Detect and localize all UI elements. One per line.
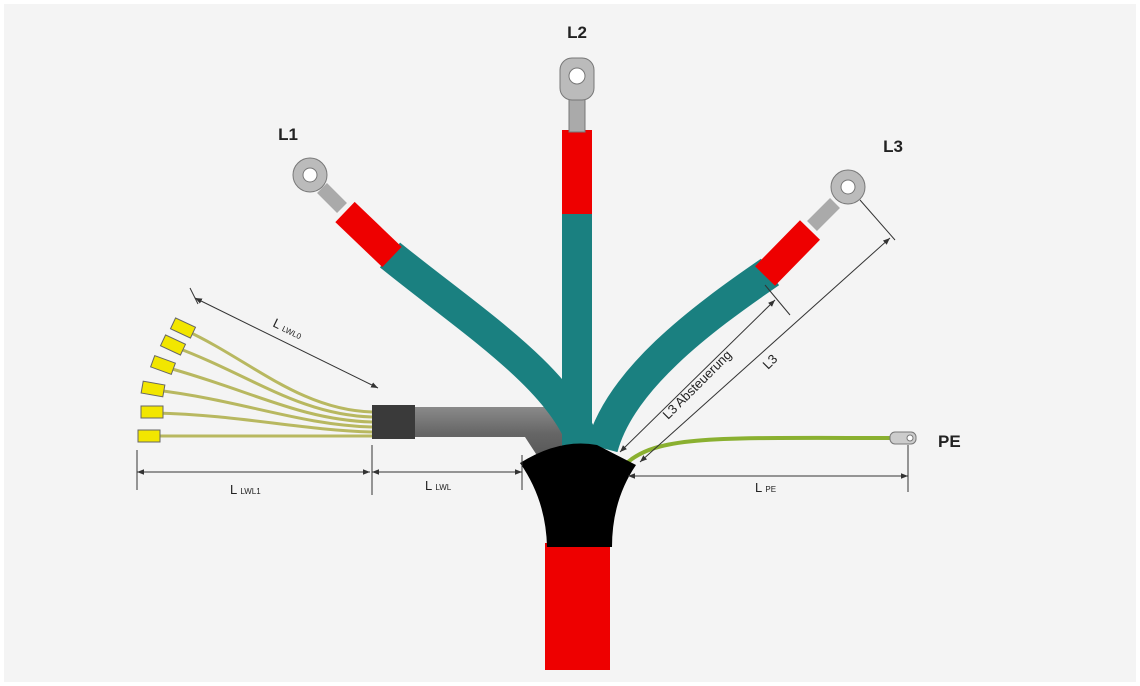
- fibers: [150, 328, 373, 438]
- dimension-label: L PE: [755, 480, 776, 495]
- l2-sleeve: [562, 130, 592, 214]
- conductor-label: L1: [278, 125, 298, 144]
- dimension-lines: [136, 199, 909, 495]
- conductor-label: L3: [883, 137, 903, 156]
- main-sleeve: [545, 543, 610, 670]
- dimension-label: L LWL1: [230, 482, 261, 497]
- conductor-label: L2: [567, 23, 587, 42]
- breakout-boot: [520, 443, 636, 547]
- lwl-sleeve: [372, 405, 415, 439]
- l2-lug-neck: [568, 97, 586, 133]
- conductor-label: PE: [938, 432, 961, 451]
- fiber-connectors: [137, 317, 197, 443]
- lwl-cable: [415, 407, 570, 460]
- l1-lug-neck: [317, 183, 347, 213]
- l3-lug-neck: [807, 198, 840, 231]
- dimension-label: L LWL: [425, 478, 452, 493]
- l2-cable: [562, 212, 592, 448]
- l1-sleeve: [335, 201, 402, 268]
